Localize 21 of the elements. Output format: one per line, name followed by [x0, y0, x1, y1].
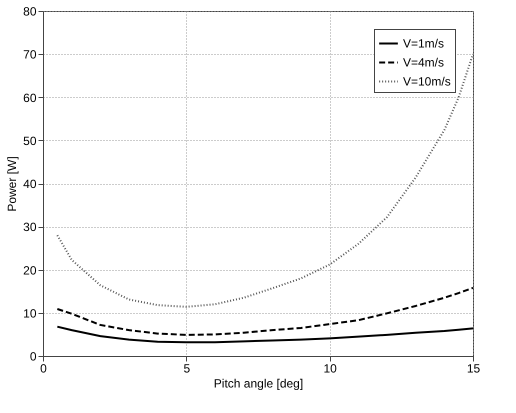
- line-series: [56, 326, 474, 344]
- x-axis-title: Pitch angle [deg]: [214, 376, 304, 390]
- y-tick-label: 80: [23, 4, 37, 18]
- y-tick-label: 10: [23, 306, 37, 320]
- y-axis-title: Power [W]: [5, 156, 20, 212]
- legend-label: V=10m/s: [403, 74, 451, 88]
- y-tick-label: 20: [23, 263, 37, 278]
- x-tick-label: 10: [323, 362, 338, 376]
- x-tick-label: 5: [183, 362, 190, 376]
- y-tick-label: 60: [23, 90, 37, 105]
- line-series: [56, 53, 474, 308]
- y-tick-label: 0: [30, 350, 37, 364]
- line-series: [56, 286, 474, 336]
- y-tick-label: 30: [23, 220, 37, 234]
- legend-label: V=4m/s: [403, 56, 444, 70]
- y-tick-label: 70: [23, 48, 37, 62]
- y-tick-label: 50: [23, 134, 37, 148]
- legend-label: V=1m/s: [403, 36, 444, 50]
- y-tick-label: 40: [23, 177, 37, 191]
- x-tick-label: 15: [466, 362, 480, 376]
- x-tick-label: 0: [40, 362, 48, 376]
